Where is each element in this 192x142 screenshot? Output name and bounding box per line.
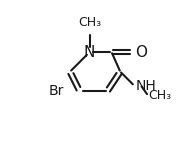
Text: CH₃: CH₃	[149, 89, 172, 102]
Text: NH: NH	[136, 80, 157, 93]
Text: CH₃: CH₃	[78, 16, 101, 29]
Text: N: N	[84, 45, 95, 59]
Text: Br: Br	[49, 84, 64, 98]
Text: O: O	[135, 45, 147, 59]
